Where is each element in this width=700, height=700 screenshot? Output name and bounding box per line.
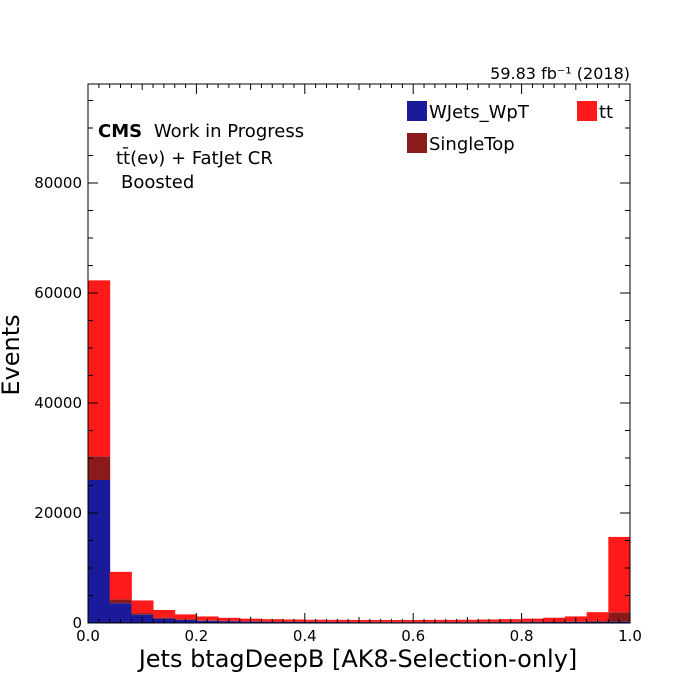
x-axis-title: Jets btagDeepB [AK8-Selection-only] (137, 645, 578, 673)
bar (586, 612, 609, 621)
work-in-progress-label: Work in Progress (154, 121, 304, 142)
legend: WJets_WpT tt SingleTop (407, 101, 613, 155)
plot-frame (87, 83, 631, 624)
series-singletop (88, 456, 631, 623)
lumi-label: 59.83 fb⁻¹ (2018) (490, 64, 630, 83)
x-tick-label: 0.4 (293, 627, 317, 645)
legend-label: SingleTop (429, 134, 515, 155)
series-tt (88, 280, 631, 622)
y-tick-label: 80000 (34, 174, 82, 192)
legend-swatch (577, 101, 597, 121)
bar (88, 480, 111, 623)
bar (109, 571, 132, 600)
legend-item: WJets_WpT (407, 101, 530, 123)
bar (608, 536, 631, 613)
legend-label: WJets_WpT (429, 102, 530, 123)
x-tick-label: 0.6 (401, 627, 425, 645)
x-tick-label: 0.0 (76, 627, 100, 645)
bar (131, 613, 154, 615)
bar (153, 609, 176, 618)
bar (109, 603, 132, 623)
bar (131, 600, 154, 614)
x-tick-label: 0.8 (510, 627, 534, 645)
bar (153, 617, 176, 619)
bar (608, 612, 631, 622)
legend-item: SingleTop (407, 133, 515, 155)
bar (196, 616, 219, 621)
legend-swatch (407, 133, 427, 153)
category-label: Boosted (121, 172, 194, 193)
bar (109, 599, 132, 604)
y-tick-label: 40000 (34, 394, 82, 412)
y-tick-label: 60000 (34, 284, 82, 302)
bar (88, 280, 111, 457)
cms-label: CMS (98, 121, 142, 142)
y-tick-label: 20000 (34, 504, 82, 522)
x-tick-labels: 0.0 0.2 0.4 0.6 0.8 1.0 (76, 627, 642, 645)
legend-swatch (407, 101, 427, 121)
legend-label: tt (599, 102, 613, 123)
region-label: tt̄(eν) + FatJet CR (116, 147, 273, 169)
y-axis-title: Events (0, 314, 25, 395)
bar (174, 614, 197, 620)
y-tick-label: 0 (72, 614, 82, 632)
x-tick-label: 1.0 (618, 627, 642, 645)
series-wjets-wpt (88, 480, 631, 623)
histogram-bars (88, 280, 631, 623)
bar (88, 456, 111, 480)
x-tick-label: 0.2 (184, 627, 208, 645)
legend-item: tt (577, 101, 613, 123)
experiment-label: CMS Work in Progress (98, 121, 304, 142)
y-tick-labels: 0 20000 40000 60000 80000 (34, 174, 82, 632)
